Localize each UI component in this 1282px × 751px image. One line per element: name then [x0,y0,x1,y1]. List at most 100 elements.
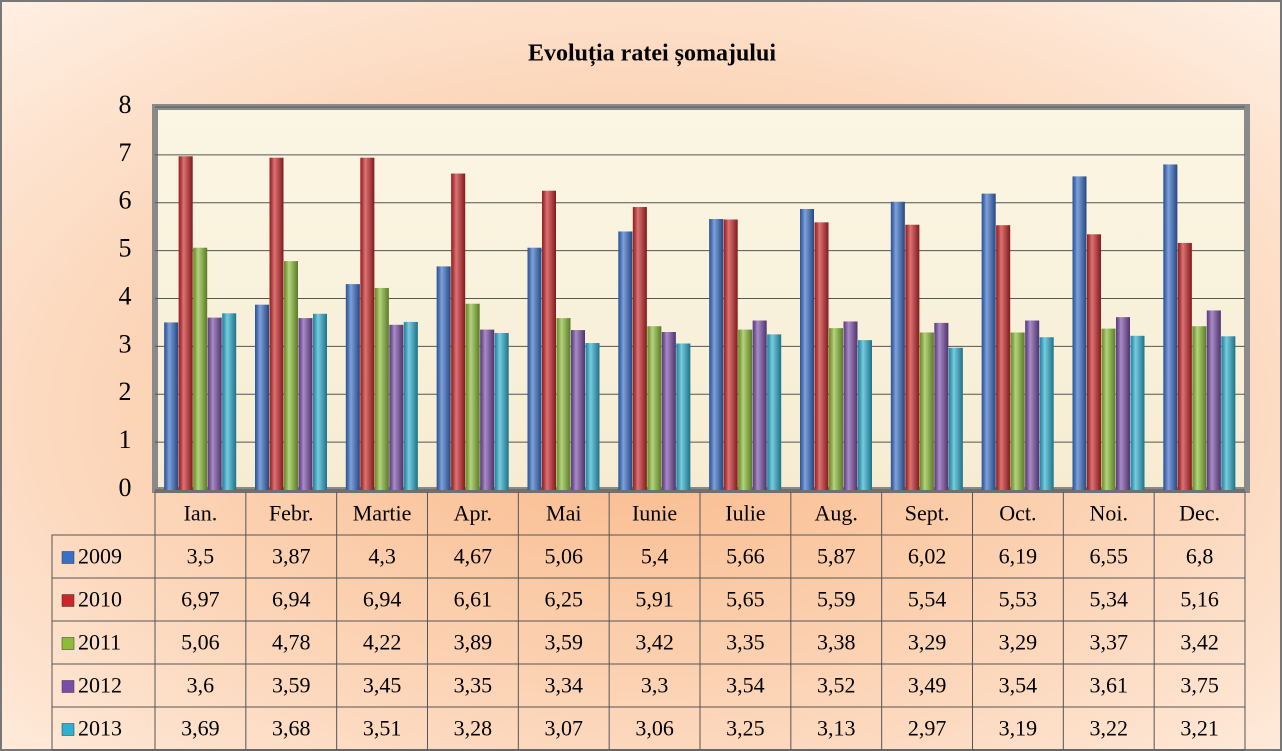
data-label: 3,34 [545,673,584,698]
bar-shading [1039,337,1054,490]
bar-shading [269,157,284,490]
data-label: 3,68 [272,716,311,741]
x-tick-label: Noi. [1090,501,1129,526]
data-label: 3,13 [817,716,856,741]
bar-shading [360,157,375,490]
y-tick-label: 7 [119,138,132,167]
bar-shading [585,343,600,490]
data-label: 3,35 [726,630,765,655]
bar-shading [647,326,662,490]
data-label: 5,34 [1090,587,1129,612]
data-label: 3,19 [999,716,1038,741]
y-tick-label: 6 [119,186,132,215]
data-label: 4,22 [363,630,402,655]
data-label: 3,49 [908,673,947,698]
bar-shading [389,324,404,490]
bar-shading [298,318,313,490]
bar-shading [1101,328,1116,490]
data-label: 3,42 [1180,630,1219,655]
bar-shading [1177,242,1192,490]
legend-label: 2009 [78,544,122,569]
bar-shading [632,207,647,490]
bar-shading [996,225,1011,490]
x-tick-label: Martie [353,501,412,526]
bar-shading [1025,320,1040,490]
data-label: 4,67 [454,544,493,569]
bar-shading [313,313,327,490]
data-label: 3,07 [545,716,584,741]
x-tick-label: Ian. [184,501,218,526]
bar-shading [527,247,542,490]
data-label: 3,54 [999,673,1038,698]
bar-shading [494,332,509,490]
legend-label: 2011 [78,630,121,655]
data-label: 5,4 [641,544,669,569]
data-label: 3,29 [999,630,1038,655]
legend-label: 2010 [78,587,122,612]
bar-shading [193,247,208,490]
data-label: 6,61 [454,587,493,612]
x-tick-label: Oct. [999,501,1036,526]
data-label: 3,51 [363,716,402,741]
data-label: 3,29 [908,630,947,655]
data-label: 3,52 [817,673,856,698]
bar-shading [723,219,738,490]
bar-shading [1192,326,1207,490]
legend-swatch [61,680,75,693]
bar-shading [164,322,179,490]
y-tick-label: 0 [119,473,132,502]
data-label: 3,38 [817,630,856,655]
data-label: 6,94 [363,587,402,612]
bar-shading [738,329,753,490]
bar-shading [858,340,872,490]
y-tick-label: 3 [119,329,132,358]
bar-shading [465,303,480,490]
data-label: 5,65 [726,587,765,612]
data-label: 3,22 [1090,716,1129,741]
bar-shading [767,334,782,490]
bar-shading [934,322,949,490]
y-tick-label: 2 [119,377,132,406]
bar-shading [829,328,843,490]
data-label: 3,61 [1090,673,1129,698]
bar-shading [752,320,767,490]
data-label: 3,37 [1090,630,1129,655]
legend-label: 2013 [78,716,122,741]
data-label: 5,54 [908,587,947,612]
legend-swatch [61,551,75,564]
bar-shading [207,317,222,490]
chart-title: Evoluția ratei șomajului [528,41,776,67]
x-tick-label: Apr. [454,501,493,526]
data-label: 3,25 [726,716,765,741]
bar-shading [345,284,360,490]
bar-shading [618,231,633,490]
y-tick-label: 4 [119,281,132,310]
data-label: 5,91 [635,587,674,612]
data-label: 3,59 [272,673,311,698]
data-label: 6,94 [272,587,311,612]
bar-shading [919,332,934,490]
bar-shading [814,222,829,490]
data-label: 3,3 [641,673,669,698]
data-label: 2,97 [908,716,947,741]
data-label: 3,6 [187,673,215,698]
bar-shading [1206,310,1221,490]
bar-shading [255,304,269,490]
bar-shading [676,343,691,490]
data-label: 5,66 [726,544,765,569]
data-table: Ian. Febr. Martie Apr. Mai Iunie Iulie Aug. Sept… [51,491,1246,751]
data-label: 3,69 [181,716,220,741]
data-label: 3,87 [272,544,311,569]
legend-swatch [61,637,75,650]
data-label: 3,21 [1180,716,1219,741]
data-label: 6,8 [1186,544,1214,569]
bar-shading [178,156,193,490]
bar-shading [1010,332,1025,490]
bar-shading [1087,234,1101,490]
data-label: 3,59 [545,630,584,655]
data-label: 6,25 [545,587,584,612]
data-label: 3,75 [1180,673,1219,698]
data-label: 6,02 [908,544,947,569]
bar-shading [374,287,389,490]
